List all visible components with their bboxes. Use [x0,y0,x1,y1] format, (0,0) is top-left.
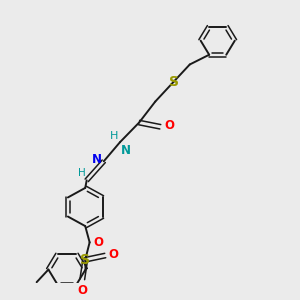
Text: O: O [164,119,174,132]
Text: O: O [109,248,119,261]
Text: N: N [92,153,102,167]
Text: H: H [110,131,118,141]
Text: S: S [169,75,178,89]
Text: O: O [77,284,87,297]
Text: N: N [121,144,131,157]
Text: H: H [78,167,86,178]
Text: S: S [80,253,90,267]
Text: O: O [94,236,103,249]
